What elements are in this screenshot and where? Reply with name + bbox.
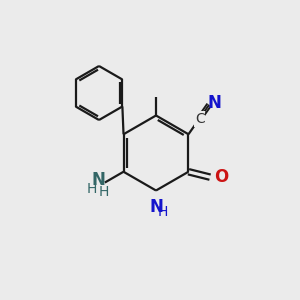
Text: N: N xyxy=(207,94,221,112)
Text: N: N xyxy=(91,171,105,189)
Text: N: N xyxy=(150,198,164,216)
Text: C: C xyxy=(195,112,205,126)
Text: H: H xyxy=(87,182,98,196)
Text: H: H xyxy=(98,184,109,199)
Text: O: O xyxy=(214,168,228,186)
Text: H: H xyxy=(158,205,168,219)
